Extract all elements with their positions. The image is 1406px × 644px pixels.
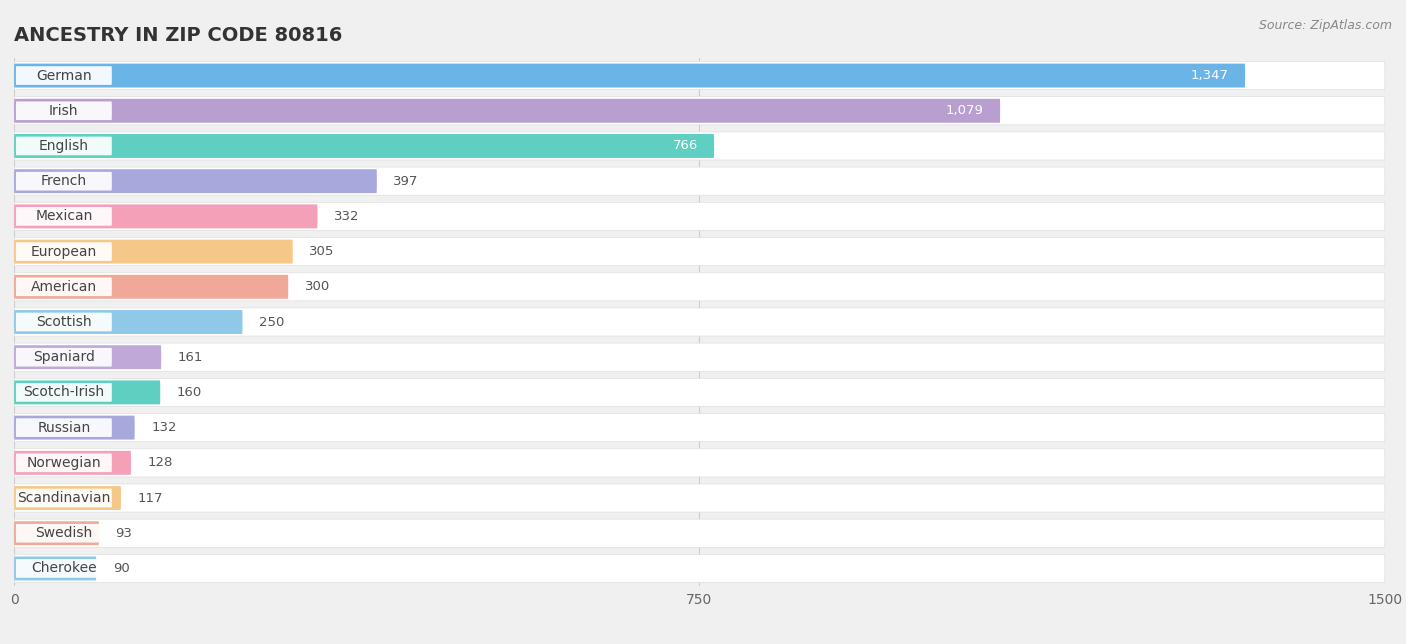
FancyBboxPatch shape [15,278,112,296]
FancyBboxPatch shape [15,383,112,402]
FancyBboxPatch shape [15,419,112,437]
FancyBboxPatch shape [15,242,112,261]
Text: 1,347: 1,347 [1191,69,1229,82]
FancyBboxPatch shape [14,449,1385,477]
FancyBboxPatch shape [14,97,1385,125]
FancyBboxPatch shape [14,381,160,404]
FancyBboxPatch shape [15,137,112,155]
FancyBboxPatch shape [14,64,1246,88]
FancyBboxPatch shape [15,313,112,331]
Text: 1,079: 1,079 [946,104,984,117]
Text: Norwegian: Norwegian [27,456,101,470]
Text: 766: 766 [672,140,697,153]
FancyBboxPatch shape [14,238,1385,266]
FancyBboxPatch shape [14,486,121,510]
FancyBboxPatch shape [14,167,1385,195]
Text: Spaniard: Spaniard [32,350,94,365]
FancyBboxPatch shape [14,345,162,369]
FancyBboxPatch shape [14,519,1385,547]
Text: Scotch-Irish: Scotch-Irish [24,385,104,399]
FancyBboxPatch shape [14,169,377,193]
FancyBboxPatch shape [14,415,135,440]
FancyBboxPatch shape [14,451,131,475]
Text: 305: 305 [309,245,335,258]
FancyBboxPatch shape [15,559,112,578]
Text: 117: 117 [138,491,163,504]
Text: Source: ZipAtlas.com: Source: ZipAtlas.com [1258,19,1392,32]
FancyBboxPatch shape [15,66,112,85]
FancyBboxPatch shape [15,172,112,191]
Text: ANCESTRY IN ZIP CODE 80816: ANCESTRY IN ZIP CODE 80816 [14,26,343,45]
Text: French: French [41,174,87,188]
FancyBboxPatch shape [14,310,243,334]
Text: European: European [31,245,97,259]
FancyBboxPatch shape [15,489,112,507]
FancyBboxPatch shape [14,343,1385,372]
Text: Irish: Irish [49,104,79,118]
Text: 93: 93 [115,527,132,540]
Text: 250: 250 [259,316,284,328]
FancyBboxPatch shape [14,556,96,580]
FancyBboxPatch shape [14,521,98,545]
FancyBboxPatch shape [15,453,112,472]
Text: 128: 128 [148,457,173,469]
Text: 300: 300 [305,280,330,293]
Text: Cherokee: Cherokee [31,562,97,576]
Text: 90: 90 [112,562,129,575]
Text: 161: 161 [177,351,202,364]
FancyBboxPatch shape [14,275,288,299]
Text: German: German [37,68,91,82]
FancyBboxPatch shape [14,272,1385,301]
FancyBboxPatch shape [14,484,1385,512]
FancyBboxPatch shape [14,413,1385,442]
Text: American: American [31,279,97,294]
Text: Swedish: Swedish [35,526,93,540]
FancyBboxPatch shape [14,554,1385,583]
Text: 397: 397 [394,175,419,187]
Text: Scandinavian: Scandinavian [17,491,111,505]
Text: Russian: Russian [37,421,90,435]
FancyBboxPatch shape [14,132,1385,160]
FancyBboxPatch shape [14,202,1385,231]
FancyBboxPatch shape [15,524,112,542]
FancyBboxPatch shape [15,207,112,225]
Text: English: English [39,139,89,153]
FancyBboxPatch shape [15,348,112,366]
FancyBboxPatch shape [14,378,1385,406]
Text: 160: 160 [177,386,202,399]
FancyBboxPatch shape [15,102,112,120]
Text: Scottish: Scottish [37,315,91,329]
FancyBboxPatch shape [14,61,1385,90]
FancyBboxPatch shape [14,134,714,158]
FancyBboxPatch shape [14,308,1385,336]
FancyBboxPatch shape [14,99,1000,123]
Text: Mexican: Mexican [35,209,93,223]
FancyBboxPatch shape [14,204,318,229]
Text: 132: 132 [152,421,177,434]
Text: 332: 332 [335,210,360,223]
FancyBboxPatch shape [14,240,292,263]
